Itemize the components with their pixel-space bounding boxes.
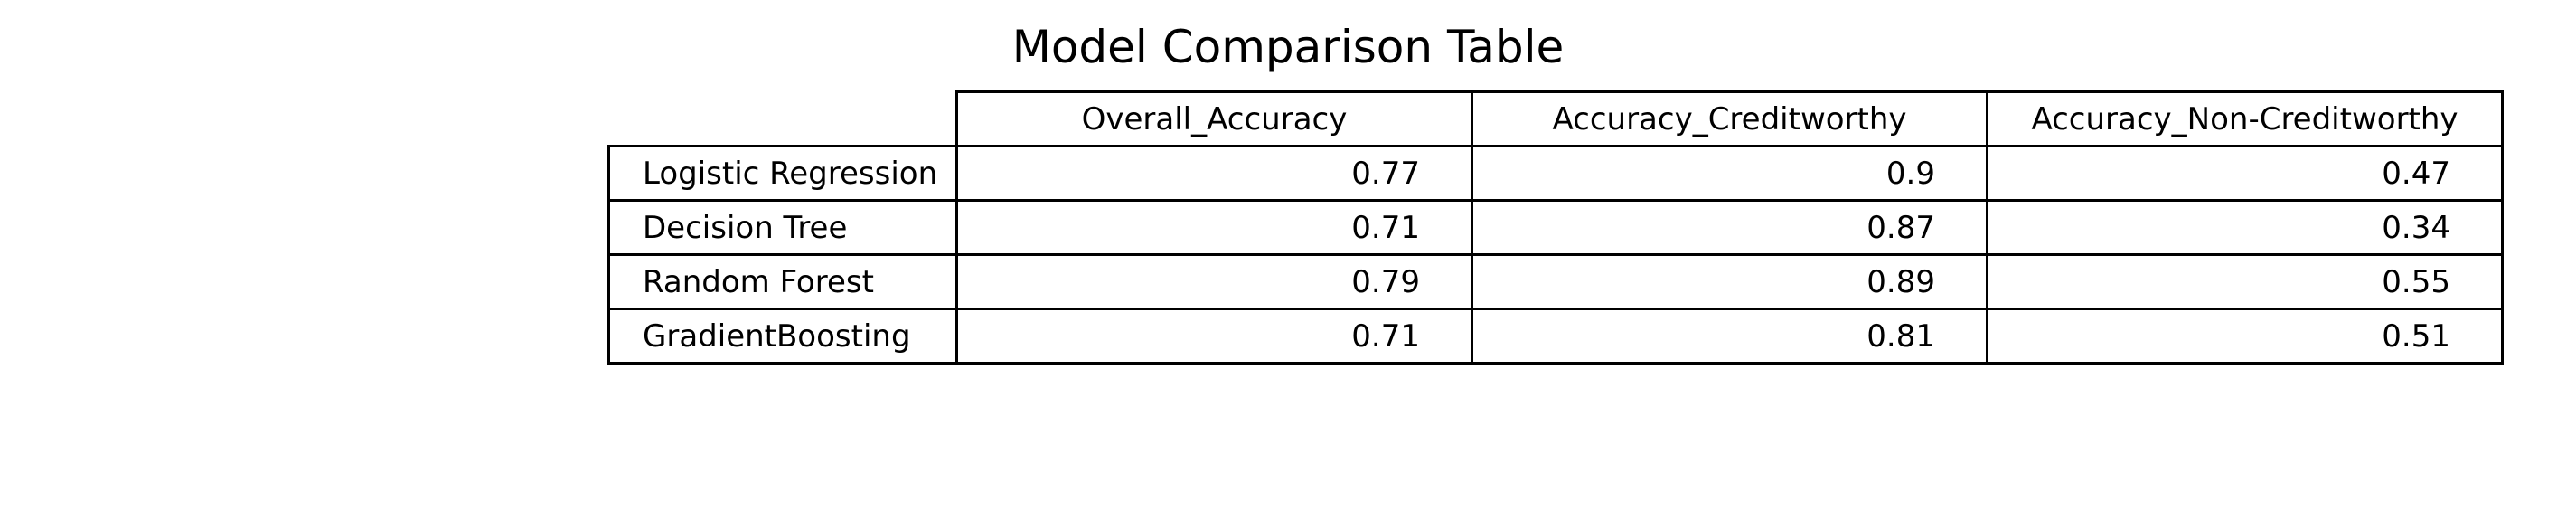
table-row: GradientBoosting 0.71 0.81 0.51 xyxy=(607,308,2504,365)
column-header: Overall_Accuracy xyxy=(955,90,1473,147)
comparison-table: Overall_Accuracy Accuracy_Creditworthy A… xyxy=(607,90,2504,365)
table-cell: 0.89 xyxy=(1471,253,1988,310)
table-row: Logistic Regression 0.77 0.9 0.47 xyxy=(607,145,2504,202)
table-cell: 0.55 xyxy=(1986,253,2504,310)
row-header: Decision Tree xyxy=(607,199,958,256)
table-cell: 0.87 xyxy=(1471,199,1988,256)
column-header: Accuracy_Creditworthy xyxy=(1471,90,1988,147)
table-row: Decision Tree 0.71 0.87 0.34 xyxy=(607,199,2504,256)
table-cell: 0.81 xyxy=(1471,308,1988,365)
table-header-row: Overall_Accuracy Accuracy_Creditworthy A… xyxy=(609,90,2504,147)
row-header: Logistic Regression xyxy=(607,145,958,202)
table-cell: 0.9 xyxy=(1471,145,1988,202)
table-cell: 0.79 xyxy=(955,253,1473,310)
table-row: Random Forest 0.79 0.89 0.55 xyxy=(607,253,2504,310)
table-cell: 0.71 xyxy=(955,308,1473,365)
table-cell: 0.51 xyxy=(1986,308,2504,365)
column-header: Accuracy_Non-Creditworthy xyxy=(1986,90,2504,147)
table-corner xyxy=(609,92,957,147)
chart-title: Model Comparison Table xyxy=(1011,21,1565,73)
table-cell: 0.71 xyxy=(955,199,1473,256)
table-cell: 0.34 xyxy=(1986,199,2504,256)
table-cell: 0.77 xyxy=(955,145,1473,202)
row-header: GradientBoosting xyxy=(607,308,958,365)
row-header: Random Forest xyxy=(607,253,958,310)
table-cell: 0.47 xyxy=(1986,145,2504,202)
